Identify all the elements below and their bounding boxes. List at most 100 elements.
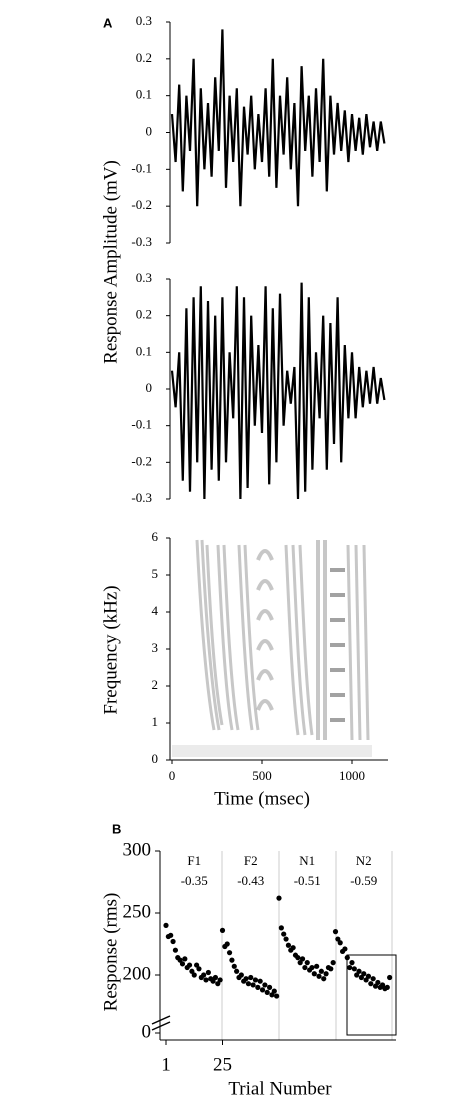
point bbox=[248, 974, 254, 981]
point bbox=[229, 957, 235, 963]
point bbox=[285, 942, 292, 948]
point bbox=[262, 982, 268, 988]
point bbox=[264, 989, 270, 995]
spectrogram-image bbox=[172, 539, 372, 757]
panel-label: B bbox=[112, 821, 121, 836]
block-slope: -0.59 bbox=[350, 873, 377, 888]
point bbox=[372, 983, 379, 989]
point bbox=[177, 957, 183, 963]
y-tick-label: 6 bbox=[152, 529, 159, 544]
point bbox=[172, 947, 179, 953]
y-tick-label: 0 bbox=[152, 751, 159, 766]
point bbox=[210, 978, 216, 984]
block-label: N1 bbox=[299, 853, 315, 868]
point bbox=[191, 972, 197, 978]
y-tick-label: -0.2 bbox=[131, 453, 152, 468]
y-tick-label: -0.2 bbox=[131, 197, 152, 212]
point bbox=[278, 925, 284, 931]
point bbox=[271, 988, 277, 994]
block-label: N2 bbox=[356, 853, 372, 868]
point bbox=[290, 945, 296, 951]
point bbox=[299, 956, 306, 962]
point bbox=[365, 973, 372, 979]
y-tick-label: 0 bbox=[146, 123, 153, 138]
panel-label: A bbox=[103, 15, 113, 30]
y-axis-label: Response (rms) bbox=[100, 893, 121, 1012]
point bbox=[224, 941, 230, 947]
point bbox=[179, 961, 186, 967]
point bbox=[168, 932, 174, 938]
point bbox=[203, 977, 209, 983]
y-tick-label: 3 bbox=[152, 640, 159, 655]
y-tick-label: 0.3 bbox=[136, 270, 152, 285]
point bbox=[379, 982, 386, 988]
point bbox=[255, 984, 261, 991]
x-tick-label: 500 bbox=[252, 768, 272, 783]
point bbox=[201, 972, 207, 978]
y-tick-label: -0.3 bbox=[131, 490, 152, 505]
y-tick-label: 2 bbox=[152, 677, 159, 692]
axis-break bbox=[151, 1015, 171, 1031]
point bbox=[384, 984, 390, 991]
point bbox=[344, 955, 350, 961]
point bbox=[182, 956, 188, 962]
y-tick-label: 0 bbox=[142, 1021, 152, 1042]
point bbox=[283, 936, 289, 942]
point bbox=[217, 977, 223, 983]
point bbox=[274, 993, 280, 999]
point bbox=[335, 936, 341, 942]
point bbox=[186, 962, 193, 968]
point bbox=[342, 946, 348, 952]
point bbox=[316, 973, 322, 979]
point bbox=[234, 968, 240, 974]
y-tick-label: 5 bbox=[152, 566, 159, 581]
point bbox=[375, 979, 381, 986]
y-tick-label: 200 bbox=[123, 963, 152, 984]
y-tick-label: 300 bbox=[123, 839, 152, 860]
point bbox=[323, 971, 329, 977]
point bbox=[311, 971, 317, 977]
point bbox=[337, 940, 343, 946]
x-tick-label: 1000 bbox=[339, 768, 365, 783]
point bbox=[368, 981, 374, 987]
point bbox=[252, 977, 259, 983]
point bbox=[321, 976, 327, 982]
point bbox=[212, 974, 219, 981]
point bbox=[354, 972, 360, 978]
y-tick-label: 0 bbox=[146, 380, 153, 395]
y-axis-label: Response Amplitude (mV) bbox=[100, 160, 121, 364]
point bbox=[318, 968, 324, 974]
point bbox=[314, 963, 320, 969]
highlight-box bbox=[346, 954, 397, 1036]
y-tick-label: -0.1 bbox=[131, 160, 152, 175]
y-tick-label: 0.2 bbox=[136, 50, 152, 65]
point bbox=[170, 938, 176, 945]
point bbox=[356, 968, 362, 974]
point bbox=[189, 968, 195, 974]
point bbox=[295, 955, 301, 961]
y-tick-label: 0.2 bbox=[136, 307, 152, 322]
y-tick-label: 4 bbox=[152, 603, 159, 618]
point bbox=[302, 964, 308, 971]
block-slope: -0.43 bbox=[237, 873, 264, 888]
point bbox=[250, 982, 256, 988]
point bbox=[163, 922, 169, 929]
point bbox=[231, 963, 237, 969]
y-tick-label: -0.3 bbox=[131, 234, 152, 249]
x-tick-label: 0 bbox=[169, 768, 176, 783]
point bbox=[194, 962, 200, 968]
block-divider bbox=[221, 851, 393, 1040]
x-tick-label: 1 bbox=[161, 1054, 171, 1075]
point bbox=[328, 966, 334, 972]
y-tick-label: 0.1 bbox=[136, 87, 152, 102]
y-tick-label: 0.3 bbox=[136, 13, 152, 28]
point bbox=[219, 927, 226, 933]
point bbox=[281, 931, 287, 937]
block-slope: -0.35 bbox=[181, 873, 208, 888]
trace bbox=[170, 29, 386, 207]
point bbox=[330, 960, 336, 966]
y-tick-label: 1 bbox=[152, 714, 159, 729]
point bbox=[243, 976, 249, 982]
